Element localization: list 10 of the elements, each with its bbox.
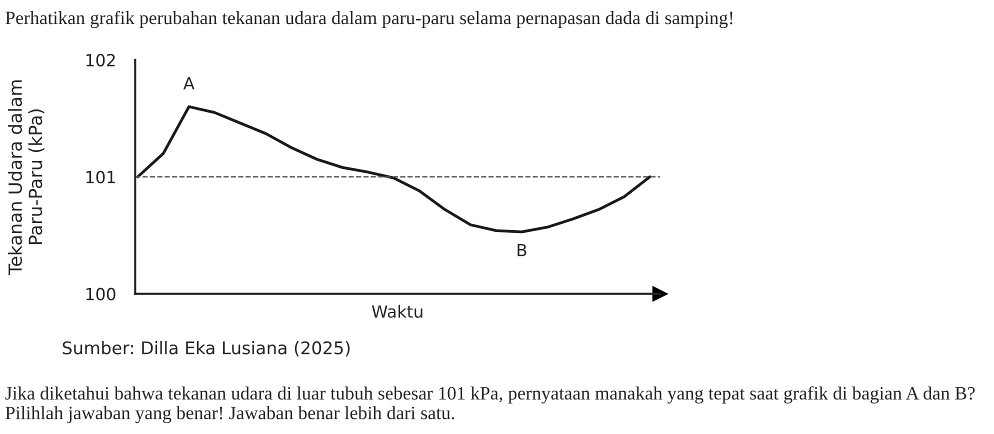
text: Sumber: Dilla Eka Lusiana (2025)	[62, 340, 350, 356]
y-axis-title: Tekanan Udara dalam Paru-Paru (kPa)	[8, 80, 44, 275]
text: Jika diketahui bahwa tekanan udara di luar tubuh sebesar 101 kPa, pernyataan manakah yang tepat saat grafik di bagian A dan B? Pilihlah jawaban yang benar! Jawaban benar lebih dari satu.	[5, 386, 975, 424]
chart-title: Perhatikan grafik perubahan tekanan udara dalam paru-paru selama pernapasan dada di samping!	[6, 10, 732, 28]
y-tick-label: 102	[86, 54, 115, 66]
y-tick-label: 100	[86, 288, 116, 300]
x-axis-title: Waktu	[372, 304, 422, 318]
annotation: A	[183, 77, 195, 90]
annotation: B	[518, 244, 526, 256]
y-tick-label: 101	[86, 170, 115, 184]
